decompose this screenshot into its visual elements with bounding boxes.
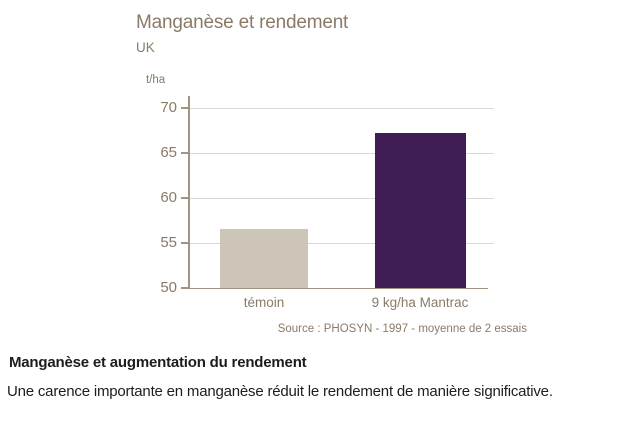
gridline-60 bbox=[189, 197, 494, 199]
y-axis-unit-label: t/ha bbox=[146, 74, 166, 86]
bar-9-kg-ha-mantrac bbox=[374, 133, 466, 288]
bar-t-moin bbox=[220, 228, 308, 288]
x-category-label-9-kg-ha-mantrac: 9 kg/ha Mantrac bbox=[371, 295, 469, 310]
gridline-65 bbox=[189, 152, 494, 154]
y-tick-label-60: 60 bbox=[160, 189, 177, 206]
y-tick-label-55: 55 bbox=[160, 234, 177, 251]
y-tick-label-65: 65 bbox=[160, 144, 177, 161]
y-tick-70 bbox=[181, 107, 189, 109]
x-axis-line bbox=[181, 287, 488, 289]
chart-title: Manganèse et rendement bbox=[136, 12, 349, 33]
caption-title: Manganèse et augmentation du rendement bbox=[9, 354, 307, 371]
y-tick-label-70: 70 bbox=[160, 99, 177, 116]
gridline-70 bbox=[189, 107, 494, 109]
gridline-55 bbox=[189, 242, 494, 244]
caption-body: Une carence importante en manganèse rédu… bbox=[7, 383, 553, 400]
y-axis-line bbox=[188, 96, 190, 289]
x-category-label-t-moin: témoin bbox=[243, 295, 285, 310]
y-tick-label-50: 50 bbox=[160, 279, 177, 296]
y-tick-55 bbox=[181, 242, 189, 244]
y-tick-65 bbox=[181, 152, 189, 154]
y-tick-60 bbox=[181, 197, 189, 199]
source-note: Source : PHOSYN - 1997 - moyenne de 2 es… bbox=[277, 323, 527, 335]
chart-subtitle: UK bbox=[136, 40, 155, 55]
